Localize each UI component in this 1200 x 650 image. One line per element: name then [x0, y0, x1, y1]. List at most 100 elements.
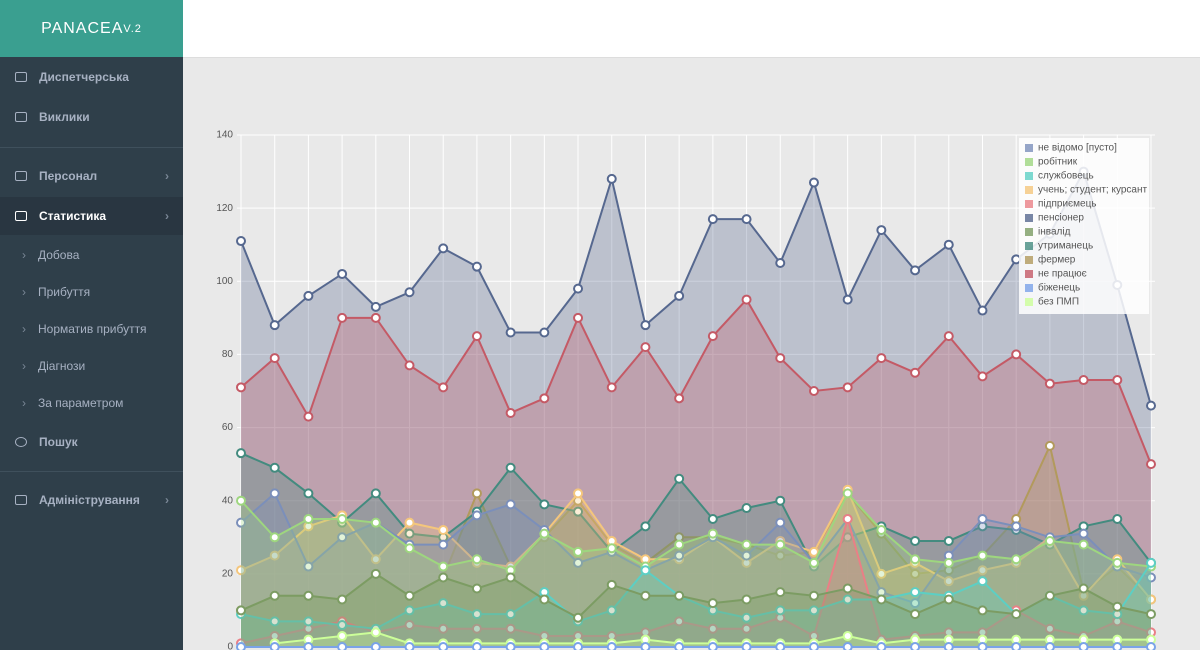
- point: [1078, 528, 1089, 539]
- point: [707, 528, 718, 539]
- legend-label: учень; студент; курсант: [1038, 185, 1147, 196]
- point: [471, 609, 482, 620]
- submenu-item[interactable]: › За параметром: [22, 396, 124, 410]
- point: [842, 642, 853, 650]
- point: [471, 510, 482, 521]
- point: [741, 642, 752, 650]
- legend-swatch: [1025, 284, 1033, 292]
- legend-swatch: [1025, 298, 1033, 306]
- point: [943, 557, 954, 568]
- point: [236, 642, 246, 650]
- point: [775, 517, 786, 528]
- menu-item[interactable]: Адміністрування ›: [0, 481, 183, 519]
- legend-label: утриманець: [1038, 241, 1093, 252]
- point: [505, 623, 516, 634]
- brand[interactable]: PANACEA V.2: [0, 0, 183, 57]
- submenu-item[interactable]: › Добова: [22, 248, 80, 262]
- point: [438, 382, 449, 393]
- legend-swatch: [1025, 200, 1033, 208]
- point: [1011, 554, 1022, 565]
- legend-label: робітник: [1038, 156, 1078, 168]
- point: [505, 572, 516, 583]
- point: [876, 568, 887, 579]
- menu-item[interactable]: Пошук: [0, 423, 183, 461]
- point: [1112, 557, 1123, 568]
- submenu-item[interactable]: › Норматив прибуття: [22, 322, 147, 336]
- point: [640, 590, 651, 601]
- y-tick-label: 20: [222, 568, 234, 579]
- point: [438, 243, 449, 254]
- line: [240, 491, 1152, 572]
- point: [269, 642, 280, 650]
- point: [707, 623, 718, 634]
- point: [505, 327, 516, 338]
- point: [1044, 440, 1055, 451]
- area: [241, 519, 1151, 647]
- point: [707, 214, 718, 225]
- point: [1078, 642, 1089, 650]
- point: [640, 565, 651, 576]
- point: [707, 598, 718, 609]
- point: [303, 411, 314, 422]
- point: [471, 554, 482, 565]
- brand-name: PANACEA: [41, 19, 124, 37]
- point: [303, 590, 314, 601]
- y-tick-label: 80: [222, 349, 234, 360]
- point: [876, 642, 887, 650]
- series: [236, 488, 1156, 647]
- point: [842, 583, 853, 594]
- point: [977, 605, 988, 616]
- point: [505, 642, 516, 650]
- point: [910, 265, 921, 276]
- menu-item[interactable]: Персонал ›: [0, 157, 183, 195]
- menu-label: Виклики: [39, 110, 90, 124]
- point: [1146, 557, 1156, 568]
- point: [741, 503, 752, 514]
- area: [241, 489, 1151, 647]
- point: [943, 331, 954, 342]
- line: [240, 452, 1152, 569]
- area: [241, 562, 1151, 647]
- legend-swatch: [1025, 270, 1033, 278]
- point: [303, 514, 314, 524]
- point: [842, 631, 853, 642]
- submenu-item[interactable]: › Діагнози: [22, 359, 86, 373]
- point: [910, 598, 921, 609]
- point: [303, 616, 314, 627]
- menu-item[interactable]: Статистика ›: [0, 197, 183, 235]
- point: [943, 239, 954, 250]
- sidebar: PANACEA V.2 Диспетчерська Виклики Персона…: [0, 0, 183, 650]
- point: [573, 557, 584, 568]
- point: [1011, 521, 1022, 532]
- submenu-item[interactable]: › Прибуття: [22, 285, 91, 299]
- point: [573, 546, 584, 557]
- point: [808, 546, 819, 557]
- brand-version: V.2: [123, 22, 142, 35]
- legend-swatch: [1025, 186, 1033, 194]
- point: [539, 499, 550, 510]
- point: [977, 514, 988, 524]
- point: [573, 283, 584, 294]
- point: [404, 590, 415, 601]
- point: [977, 550, 988, 561]
- point: [370, 554, 381, 565]
- point: [943, 576, 954, 587]
- menu-item[interactable]: Диспетчерська: [0, 58, 183, 96]
- menu-item[interactable]: Виклики: [0, 98, 183, 136]
- point: [842, 514, 853, 524]
- legend-label: службовець: [1038, 170, 1094, 182]
- menu-label: Персонал: [39, 169, 98, 183]
- point: [674, 539, 685, 550]
- point: [640, 521, 651, 532]
- point: [438, 561, 449, 572]
- line: [240, 168, 1152, 406]
- area: [241, 493, 1151, 647]
- point: [370, 642, 381, 650]
- point: [977, 576, 988, 587]
- point: [370, 627, 381, 638]
- point: [674, 290, 685, 301]
- point: [808, 386, 819, 396]
- y-tick-label: 40: [222, 495, 234, 506]
- menu-label: Пошук: [39, 435, 78, 449]
- point: [943, 642, 954, 650]
